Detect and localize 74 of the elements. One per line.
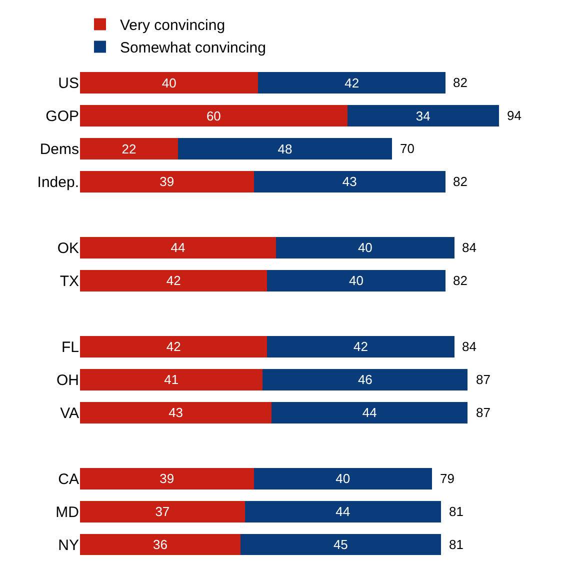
data-label: 44 — [336, 504, 350, 520]
bar — [244, 500, 441, 522]
data-label: 40 — [358, 240, 372, 256]
data-label: 43 — [168, 405, 184, 420]
total-label: 81 — [449, 504, 464, 519]
bar — [80, 270, 268, 292]
data-label: 40 — [162, 75, 176, 90]
data-label: 41 — [164, 372, 179, 388]
data-label: 44 — [170, 240, 186, 256]
bar — [80, 500, 245, 522]
data-label: 42 — [344, 75, 360, 90]
bar — [80, 402, 272, 424]
bar — [262, 368, 468, 390]
total-label: 79 — [440, 471, 454, 486]
total-label: 84 — [462, 339, 476, 354]
data-label: 22 — [122, 141, 136, 156]
data-label: 39 — [160, 174, 174, 190]
y-tick-label: Dems — [40, 141, 79, 158]
bar — [80, 468, 254, 490]
y-tick-label: VA — [60, 404, 79, 422]
bar — [347, 105, 499, 126]
data-label: 42 — [166, 339, 181, 354]
bar — [80, 171, 254, 192]
bar — [254, 171, 446, 192]
data-label: 46 — [358, 372, 372, 388]
y-tick-label: OK — [57, 240, 79, 257]
total-label: 87 — [476, 405, 490, 420]
data-label: 36 — [152, 537, 168, 552]
data-label: 43 — [342, 174, 357, 190]
bar — [276, 236, 454, 258]
y-tick-label: NY — [58, 536, 79, 554]
data-label: 48 — [278, 141, 292, 156]
bar — [258, 72, 446, 94]
y-tick-label: FL — [61, 338, 79, 356]
data-label: 37 — [155, 504, 170, 520]
total-label: 81 — [449, 537, 464, 552]
total-label: 82 — [453, 174, 468, 189]
y-tick-label: CA — [58, 470, 79, 488]
bar — [80, 138, 178, 160]
legend-label: Somewhat convincing — [120, 40, 266, 57]
bar — [80, 72, 258, 94]
bar — [178, 138, 392, 160]
data-label: 34 — [416, 108, 430, 124]
data-label: 60 — [206, 108, 221, 124]
y-tick-label: TX — [60, 272, 79, 290]
data-label: 40 — [349, 273, 364, 288]
total-label: 87 — [476, 372, 490, 387]
legend-label: Very convincing — [120, 17, 226, 34]
y-tick-label: OH — [56, 372, 79, 389]
data-label: 45 — [333, 537, 348, 552]
bar — [272, 402, 468, 424]
y-tick-label: MD — [56, 504, 80, 521]
bar — [80, 368, 263, 390]
bar — [254, 468, 432, 490]
total-label: 82 — [453, 75, 468, 90]
bar — [80, 105, 348, 126]
data-label: 42 — [166, 273, 181, 288]
y-tick-label: Indep. — [37, 174, 79, 191]
total-label: 84 — [462, 240, 476, 255]
total-label: 70 — [400, 141, 414, 156]
total-label: 82 — [453, 273, 468, 288]
data-label: 44 — [362, 405, 377, 420]
bar — [80, 236, 276, 258]
data-label: 42 — [353, 339, 368, 354]
bar — [240, 534, 441, 556]
y-tick-label: GOP — [46, 108, 79, 126]
y-tick-label: US — [58, 75, 79, 92]
data-label: 40 — [336, 471, 350, 486]
bar — [80, 336, 268, 358]
bar — [267, 336, 454, 358]
total-label: 94 — [507, 108, 522, 123]
bar — [80, 534, 240, 556]
data-label: 39 — [160, 471, 174, 486]
bar — [267, 270, 446, 292]
